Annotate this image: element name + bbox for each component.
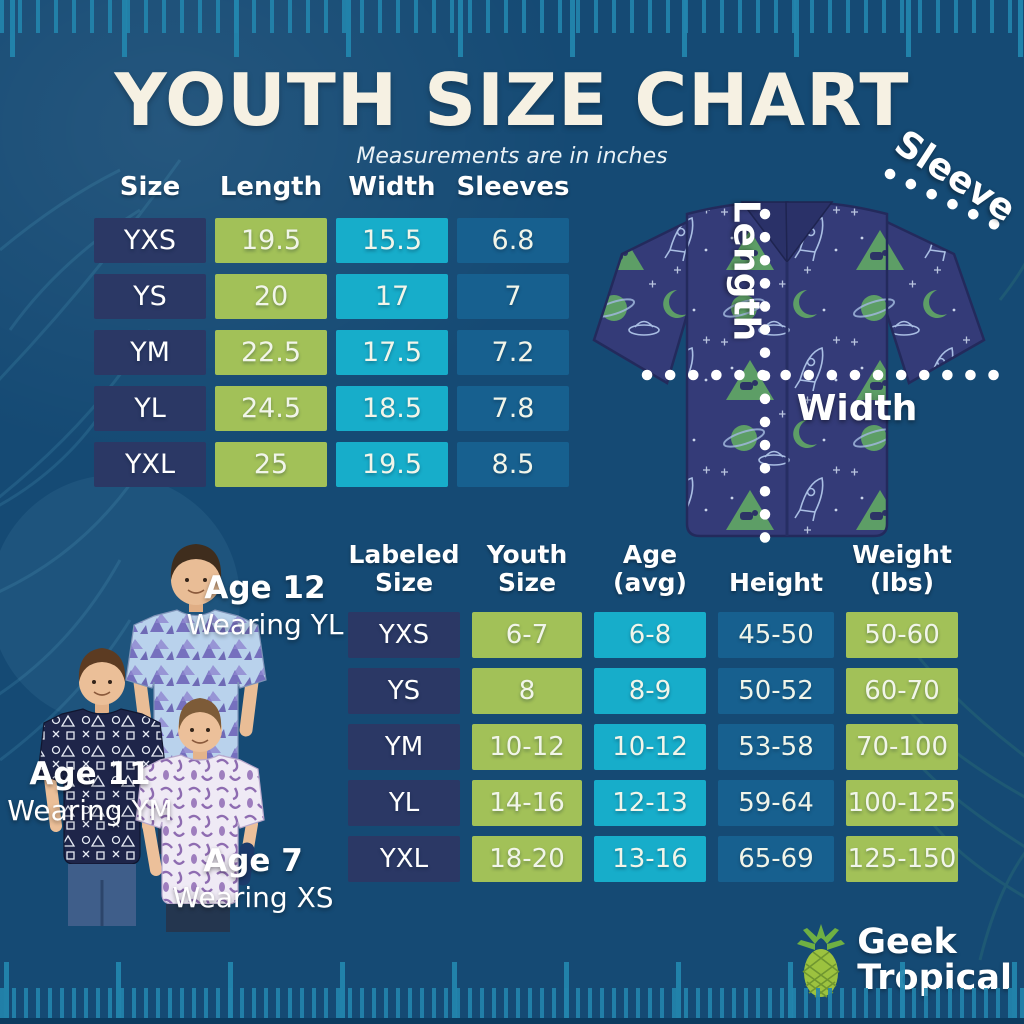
weight-cell: 60-70 (846, 668, 958, 714)
shirt-collar-right (785, 201, 834, 265)
model-label-age-7: Age 7 Wearing XS (168, 843, 338, 914)
weight-cell: 70-100 (846, 724, 958, 770)
column-header-sleeves: Sleeves (456, 172, 570, 203)
age-cell: 10-12 (594, 724, 706, 770)
age-cell: 12-13 (594, 780, 706, 826)
page-title: YOUTH SIZE CHART (114, 58, 910, 142)
page-subtitle: Measurements are in inches (356, 144, 668, 169)
kids-models-photo (18, 532, 358, 932)
labeled-size-cell: YS (348, 668, 460, 714)
sleeves-cell: 8.5 (457, 442, 569, 487)
column-header-age-avg: Age (avg) (613, 539, 687, 598)
labeled-size-cell: YL (348, 780, 460, 826)
sleeves-cell: 7.2 (457, 330, 569, 375)
labeled-size-cell: YXS (348, 612, 460, 658)
height-cell: 65-69 (718, 836, 834, 882)
column-header-height: Height (728, 568, 824, 598)
model-wearing-size: Wearing YL (186, 608, 344, 641)
fit-table: Labeled Size Youth Size Age (avg) Height… (348, 526, 958, 882)
length-cell: 25 (215, 442, 327, 487)
width-cell: 18.5 (336, 386, 448, 431)
model-age: Age 7 (203, 843, 303, 879)
length-label: Length (725, 199, 767, 342)
model-label-age-12: Age 12 Wearing YL (185, 570, 345, 641)
length-cell: 20 (215, 274, 327, 319)
column-header-width: Width (348, 172, 436, 203)
ruler-top (0, 0, 1024, 60)
sleeves-cell: 7.8 (457, 386, 569, 431)
youth-size-cell: 6-7 (472, 612, 582, 658)
brand-name-line1: Geek (857, 922, 957, 963)
model-wearing-size: Wearing XS (172, 881, 334, 914)
height-cell: 50-52 (718, 668, 834, 714)
model-wearing-size: Wearing YM (7, 794, 173, 827)
boy-age-7 (135, 698, 265, 932)
shirt-illustration (592, 168, 1012, 544)
width-cell: 15.5 (336, 218, 448, 263)
labeled-size-cell: YM (348, 724, 460, 770)
size-cell: YM (94, 330, 206, 375)
weight-cell: 125-150 (846, 836, 958, 882)
length-cell: 19.5 (215, 218, 327, 263)
youth-size-cell: 14-16 (472, 780, 582, 826)
height-cell: 45-50 (718, 612, 834, 658)
model-age: Age 12 (204, 570, 326, 606)
brand-name: Geek Tropical (857, 925, 1012, 996)
height-cell: 59-64 (718, 780, 834, 826)
width-cell: 17 (336, 274, 448, 319)
kids-illustration (37, 544, 267, 932)
height-cell: 53-58 (718, 724, 834, 770)
age-cell: 13-16 (594, 836, 706, 882)
measurement-table: Size Length Width Sleeves YXS 19.5 15.5 … (94, 165, 569, 487)
sleeves-cell: 7 (457, 274, 569, 319)
boy-age-11 (37, 648, 167, 926)
size-cell: YXL (94, 442, 206, 487)
sleeves-cell: 6.8 (457, 218, 569, 263)
ruler-top-ticks (0, 0, 1024, 33)
labeled-size-cell: YXL (348, 836, 460, 882)
ruler-top-long-ticks (0, 0, 1024, 57)
width-cell: 17.5 (336, 330, 448, 375)
weight-cell: 50-60 (846, 612, 958, 658)
youth-size-cell: 8 (472, 668, 582, 714)
column-header-youth-size: Youth Size (486, 539, 568, 598)
brand-name-line2: Tropical (857, 958, 1012, 998)
age-cell: 8-9 (594, 668, 706, 714)
ruler-bottom-edge (0, 1018, 1024, 1024)
column-header-labeled-size: Labeled Size (348, 539, 460, 598)
youth-size-cell: 10-12 (472, 724, 582, 770)
shirt-measurement-diagram: Length Width Sleeve (582, 123, 1023, 548)
model-age: Age 11 (29, 756, 151, 792)
size-cell: YXS (94, 218, 206, 263)
model-label-age-11: Age 11 Wearing YM (0, 756, 180, 827)
brand-logo: Geek Tropical (791, 922, 1012, 1000)
column-header-weight-lbs: Weight (lbs) (852, 539, 952, 598)
width-cell: 19.5 (336, 442, 448, 487)
column-header-length: Length (219, 172, 323, 203)
age-cell: 6-8 (594, 612, 706, 658)
size-cell: YL (94, 386, 206, 431)
size-cell: YS (94, 274, 206, 319)
length-cell: 24.5 (215, 386, 327, 431)
weight-cell: 100-125 (846, 780, 958, 826)
pineapple-icon (797, 924, 846, 998)
width-label: Width (796, 388, 918, 429)
youth-size-cell: 18-20 (472, 836, 582, 882)
length-cell: 22.5 (215, 330, 327, 375)
column-header-size: Size (119, 172, 181, 203)
sleeve-dotted-line (884, 168, 1012, 236)
